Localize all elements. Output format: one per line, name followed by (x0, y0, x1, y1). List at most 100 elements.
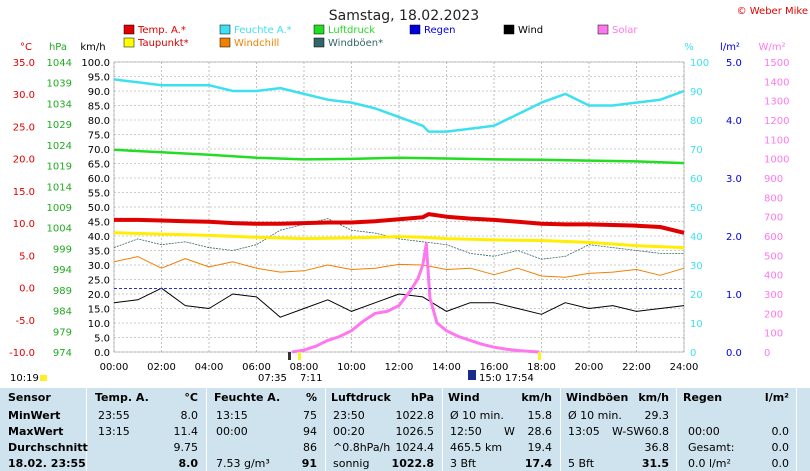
wind-tick-label: 90.0 (88, 87, 110, 98)
solar-tick-label: 1200 (764, 116, 789, 127)
temp-value: 9.75 (173, 441, 199, 454)
humidity-tick-label: 0 (690, 348, 696, 359)
legend-swatch (597, 24, 609, 35)
rain-value: 0.0 (771, 457, 790, 470)
temp-tick-label: 5.0 (19, 251, 35, 262)
pressure-tick-label: 974 (53, 348, 72, 359)
legend-swatch (409, 24, 421, 35)
separator (86, 388, 87, 471)
solar-tick-label: 1300 (764, 97, 789, 108)
humidity-value: 86 (303, 441, 317, 454)
humidity-value: 75 (303, 409, 317, 422)
header-temp: Temp. A. (95, 391, 149, 404)
x-tick-label: 16:00 (480, 362, 509, 373)
header-pressure-unit: hPa (410, 391, 434, 404)
header-pressure: Luftdruck (331, 391, 391, 404)
x-tick-label: 08:00 (290, 362, 319, 373)
solar-tick-label: 0 (764, 348, 770, 359)
wind-value: 28.6 (527, 425, 553, 438)
sunrise-marker-icon (288, 352, 291, 360)
temp-time: 23:55 (98, 409, 130, 422)
header-humidity-unit: % (305, 391, 317, 404)
humidity-time: 13:15 (216, 409, 248, 422)
solar-tick-label: 300 (764, 290, 783, 301)
temp-tick-label: 35.0 (13, 58, 35, 69)
header-wind-unit: km/h (521, 391, 552, 404)
series-line-luftdruck (113, 148, 685, 165)
temp-tick-label: 10.0 (13, 219, 35, 230)
legend-swatch (123, 24, 135, 35)
series-line-wind (113, 287, 685, 318)
wind-tick-label: 80.0 (88, 116, 110, 127)
humidity-tick-label: 90 (690, 87, 703, 98)
header-gust: Windböen (566, 391, 629, 404)
temp-tick-label: 0.0 (19, 284, 35, 295)
temp-value: 8.0 (180, 409, 199, 422)
humidity-time: 7.53 g/m³ (216, 457, 270, 470)
humidity-tick-label: 40 (690, 232, 703, 243)
axes: 35.0 30.0 25.0 20.0 15.0 10.0 5.0 0.0 -5.0 -10.0 1… (9, 58, 789, 373)
x-tick-label: 12:00 (385, 362, 414, 373)
pressure-tick-label: 1019 (47, 162, 72, 173)
wind-tick-label: 70.0 (88, 145, 110, 156)
row-label: Durchschnitt (8, 441, 88, 454)
x-tick-label: 14:00 (432, 362, 461, 373)
rain-time: 00:00 (688, 425, 720, 438)
series-line-windb-en (113, 218, 684, 260)
sunset-a-label: 15:0 (479, 373, 501, 384)
sunrise-alt-marker-icon (298, 352, 301, 360)
gust-time: 13:05 (568, 425, 600, 438)
temp-value: 11.4 (173, 425, 199, 438)
now-label: 10:19 (10, 373, 39, 384)
pressure-tick-label: 1009 (47, 203, 72, 214)
header-rain: Regen (683, 391, 723, 404)
series-line-windchill (113, 256, 685, 278)
separator (560, 388, 561, 471)
stats-table: Sensor Temp. A. °C Feuchte A.% Luftdruck hPa W… (0, 388, 810, 471)
humidity-tick-label: 60 (690, 174, 703, 185)
series-line-temp-a (114, 212, 685, 235)
temp-unit: °C (20, 42, 32, 53)
pressure-tick-label: 1039 (47, 79, 72, 90)
x-tick-label: 00:00 (100, 362, 129, 373)
wind-unit: km/h (80, 42, 105, 53)
humidity-tick-label: 50 (690, 203, 703, 214)
solar-tick-label: 1100 (764, 135, 789, 146)
wind-tick-label: 15.0 (88, 305, 110, 316)
header-rain-unit: l/m² (764, 391, 789, 404)
header-humidity: Feuchte A. (214, 391, 281, 404)
x-tick-label: 06:00 (242, 362, 271, 373)
sunset-marker-icon (468, 370, 476, 380)
humidity-tick-label: 100 (690, 58, 709, 69)
legend-label: Temp. A.* (137, 25, 186, 36)
x-tick-label: 20:00 (575, 362, 604, 373)
temp-tick-label: 30.0 (13, 90, 35, 101)
wind-tick-label: 65.0 (88, 160, 110, 171)
solar-tick-label: 1500 (764, 58, 789, 69)
wind-value: 19.4 (527, 441, 553, 454)
pressure-value: 1024.4 (395, 441, 435, 454)
wind-tick-label: 85.0 (88, 102, 110, 113)
copyright: © Weber Mike (737, 6, 808, 17)
solar-tick-label: 100 (764, 329, 783, 340)
legend-swatch (219, 37, 231, 48)
humidity-time: 00:00 (216, 425, 248, 438)
solar-tick-label: 400 (764, 271, 783, 282)
legend-label: Solar (612, 25, 638, 36)
wind-tick-label: 20.0 (88, 290, 110, 301)
pressure-tick-label: 979 (53, 327, 72, 338)
rain-tick-label: 4.0 (726, 116, 742, 127)
pressure-tick-label: 1014 (47, 182, 72, 193)
rain-tick-label: 0.0 (726, 348, 742, 359)
humidity-tick-label: 70 (690, 145, 703, 156)
temp-tick-label: 15.0 (13, 187, 35, 198)
wind-time: 3 Bft (450, 457, 477, 470)
solar-tick-label: 900 (764, 174, 783, 185)
solar-tick-label: 800 (764, 193, 783, 204)
solar-tick-label: 500 (764, 251, 783, 262)
pressure-tick-label: 994 (53, 265, 72, 276)
pressure-tick-label: 999 (53, 244, 72, 255)
wind-tick-label: 75.0 (88, 131, 110, 142)
humidity-value: 91 (301, 457, 317, 470)
separator (325, 388, 326, 471)
